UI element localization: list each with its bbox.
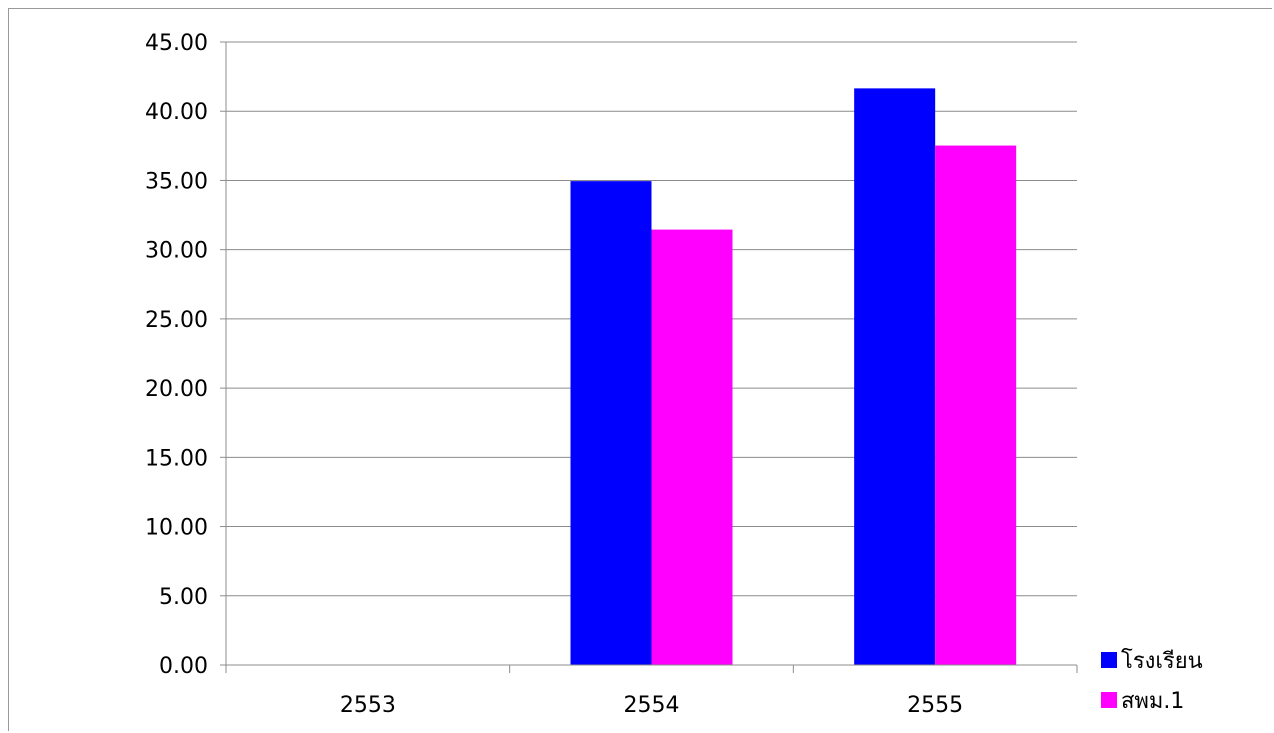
bars <box>570 88 1017 666</box>
y-tick-label: 25.00 <box>145 308 208 333</box>
x-axis-ticks: 2553 2554 2555 <box>225 665 1078 718</box>
legend-label-series-1: โรงเรียน <box>1121 648 1203 674</box>
y-tick-label: 30.00 <box>145 239 208 264</box>
legend-label-series-2: สพม.1 <box>1121 688 1185 714</box>
x-tick-label: 2555 <box>907 693 963 718</box>
y-tick-label: 10.00 <box>145 516 208 541</box>
legend-swatch-series-2 <box>1101 692 1117 708</box>
bar <box>570 181 652 666</box>
y-axis-ticks: 0.00 5.00 10.00 15.00 20.00 25.00 30.00 35.00 40… <box>145 31 226 679</box>
x-tick-label: 2553 <box>340 693 396 718</box>
bar <box>854 88 936 665</box>
y-tick-label: 5.00 <box>159 585 208 610</box>
legend-item-series-2: สพม.1 <box>1101 680 1261 720</box>
y-tick-label: 20.00 <box>145 377 208 402</box>
legend: โรงเรียน สพม.1 <box>1101 640 1261 720</box>
y-tick-label: 45.00 <box>145 31 208 56</box>
y-tick-label: 15.00 <box>145 446 208 471</box>
legend-swatch-series-1 <box>1101 652 1117 668</box>
x-tick-label: 2554 <box>624 693 680 718</box>
bar <box>935 145 1017 665</box>
y-tick-label: 0.00 <box>159 654 208 679</box>
axes <box>225 42 1077 666</box>
y-tick-label: 35.00 <box>145 169 208 194</box>
y-tick-label: 40.00 <box>145 100 208 125</box>
legend-item-series-1: โรงเรียน <box>1101 640 1261 680</box>
bar <box>651 229 733 665</box>
chart-frame <box>8 8 1272 731</box>
